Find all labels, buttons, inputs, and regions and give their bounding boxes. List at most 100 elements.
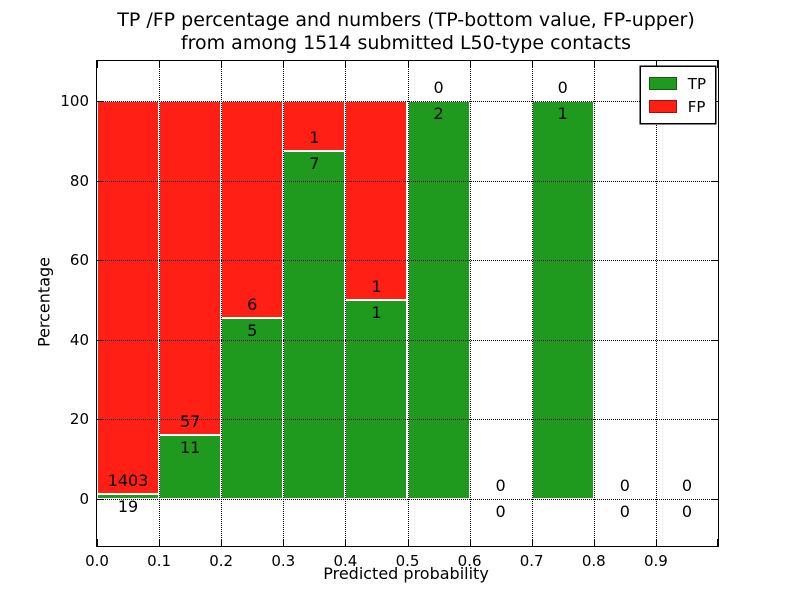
tp-count-label: 0 [681,502,693,522]
grid-line-vertical [345,61,347,546]
grid-line-vertical [159,61,161,546]
x-tick-label: 0.8 [581,552,606,570]
y-tick-mark-right [711,339,718,341]
x-tick-mark-top [221,61,223,68]
x-tick-mark [97,539,98,546]
x-tick-mark [345,539,347,546]
fp-bar-segment [97,101,160,494]
chart-title: TP /FP percentage and numbers (TP-bottom… [6,9,800,55]
y-tick-mark [97,101,104,103]
x-tick-mark-top [407,61,409,68]
fp-count-label: 0 [495,476,506,496]
y-tick-mark [97,419,104,421]
grid-line-vertical [407,61,409,546]
x-tick-label: 0.5 [395,552,420,570]
x-tick-mark [717,539,718,546]
grid-line-vertical [655,61,657,546]
grid-line-vertical [283,61,285,546]
legend-swatch-tp [648,77,677,90]
chart-title-line1: TP /FP percentage and numbers (TP-bottom… [117,9,695,31]
tp-count-label: 1 [371,303,382,323]
y-tick-label: 60 [69,251,89,270]
legend-swatch-fp [648,100,677,113]
grid-line-vertical [531,61,533,546]
tp-count-label: 0 [619,502,630,522]
y-tick-mark-right [711,180,718,182]
fp-bar-segment [345,101,408,301]
fp-count-label: 1 [309,127,320,147]
tp-bar-segment [283,150,346,500]
tp-bar-segment [531,101,594,500]
x-tick-mark [283,539,285,546]
x-tick-label: 0.7 [519,552,544,570]
plot-area: 1403 19 57 11 6 5 1 7 1 1 0 2 0 0 0 1 0 0 0 0 0.0 0.1 0.2 0.3 0.… [60,60,719,570]
chart-title-line2: from among 1514 submitted L50-type conta… [180,32,632,54]
x-tick-mark [593,539,595,546]
x-tick-mark [159,539,161,546]
x-tick-mark-top [159,61,161,68]
x-tick-mark-top [593,61,595,68]
tp-count-label: 5 [247,321,258,341]
y-tick-label: 80 [69,171,89,190]
fp-count-label: 1403 [107,470,149,490]
y-tick-mark [97,499,104,501]
grid-line-vertical [593,61,595,546]
tp-count-label: 1 [557,104,568,124]
tp-count-label: 11 [179,437,201,457]
tp-count-label: 7 [309,153,320,173]
legend-entry: TP [648,72,706,95]
x-tick-label: 0.6 [457,552,482,570]
x-tick-mark-top [531,61,533,68]
grid-line-horizontal [97,499,718,501]
fp-count-label: 57 [179,411,201,431]
fp-count-label: 0 [557,78,568,98]
tp-count-label: 0 [495,502,506,522]
x-tick-label: 0.3 [271,552,296,570]
tp-bar-segment [221,318,284,500]
grid-line-horizontal [97,260,718,262]
x-tick-mark [407,539,409,546]
legend-entry: FP [648,95,706,118]
x-tick-mark-top [655,61,657,68]
fp-bar-segment [159,101,222,435]
grid-line-vertical [469,61,471,546]
y-tick-mark-right [711,499,718,501]
fp-bar-segment [221,101,284,318]
fp-count-label: 0 [681,476,693,496]
x-tick-mark-top [717,61,718,68]
x-tick-mark [469,539,471,546]
legend-label-fp: FP [687,97,706,116]
x-tick-mark-top [283,61,285,68]
x-tick-mark-top [97,61,98,68]
x-tick-mark [655,539,657,546]
fp-count-label: 0 [433,78,444,98]
y-tick-label: 40 [69,330,89,349]
grid-line-horizontal [97,180,718,182]
fp-count-label: 1 [371,277,382,297]
y-tick-mark [97,260,104,262]
x-tick-label: 0.0 [85,552,109,570]
x-tick-label: 0.9 [643,552,668,570]
fp-bar-segment [283,101,346,151]
fp-count-label: 0 [619,476,630,496]
x-tick-mark-top [469,61,471,68]
x-tick-label: 0.2 [209,552,234,570]
grid-line-horizontal [97,419,718,421]
grid-line-vertical [221,61,223,546]
x-tick-label: 0.1 [147,552,172,570]
y-tick-mark-right [711,260,718,262]
x-tick-mark-top [345,61,347,68]
y-tick-mark [97,180,104,182]
tp-bar-segment [407,101,470,500]
x-tick-mark [531,539,533,546]
x-tick-mark [221,539,223,546]
tp-count-label: 2 [433,104,444,124]
x-axis-label: Predicted probability [323,564,489,583]
grid-line-horizontal [97,339,718,341]
grid-line-horizontal [97,101,718,103]
legend-label-tp: TP [687,74,706,93]
tp-count-label: 19 [117,496,139,516]
legend: TP FP [639,66,716,124]
y-tick-label: 0 [79,490,89,509]
